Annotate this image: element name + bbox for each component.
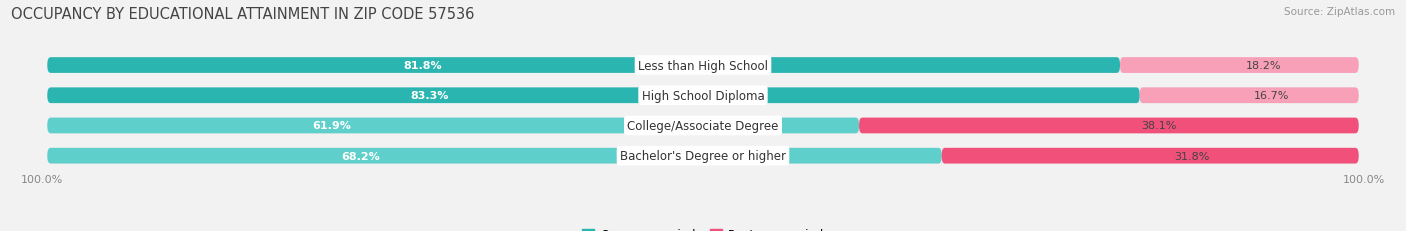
Text: 81.8%: 81.8% (404, 61, 441, 71)
FancyBboxPatch shape (48, 88, 1358, 104)
Text: 61.9%: 61.9% (312, 121, 352, 131)
FancyBboxPatch shape (48, 58, 1358, 74)
Text: 38.1%: 38.1% (1142, 121, 1177, 131)
Text: 83.3%: 83.3% (411, 91, 449, 101)
FancyBboxPatch shape (48, 58, 1121, 74)
FancyBboxPatch shape (1140, 88, 1358, 104)
Text: High School Diploma: High School Diploma (641, 89, 765, 102)
FancyBboxPatch shape (1121, 58, 1358, 74)
Text: College/Associate Degree: College/Associate Degree (627, 119, 779, 132)
Text: 100.0%: 100.0% (1343, 174, 1385, 184)
FancyBboxPatch shape (48, 118, 1358, 134)
Legend: Owner-occupied, Renter-occupied: Owner-occupied, Renter-occupied (582, 228, 824, 231)
Text: Less than High School: Less than High School (638, 59, 768, 72)
Text: OCCUPANCY BY EDUCATIONAL ATTAINMENT IN ZIP CODE 57536: OCCUPANCY BY EDUCATIONAL ATTAINMENT IN Z… (11, 7, 475, 22)
FancyBboxPatch shape (48, 148, 942, 164)
Text: Bachelor's Degree or higher: Bachelor's Degree or higher (620, 149, 786, 162)
Text: Source: ZipAtlas.com: Source: ZipAtlas.com (1284, 7, 1395, 17)
FancyBboxPatch shape (48, 148, 1358, 164)
Text: 31.8%: 31.8% (1174, 151, 1209, 161)
FancyBboxPatch shape (859, 118, 1358, 134)
Text: 16.7%: 16.7% (1253, 91, 1289, 101)
Text: 18.2%: 18.2% (1246, 61, 1281, 71)
FancyBboxPatch shape (942, 148, 1358, 164)
Text: 100.0%: 100.0% (21, 174, 63, 184)
FancyBboxPatch shape (48, 118, 859, 134)
Text: 68.2%: 68.2% (342, 151, 380, 161)
FancyBboxPatch shape (48, 88, 1140, 104)
